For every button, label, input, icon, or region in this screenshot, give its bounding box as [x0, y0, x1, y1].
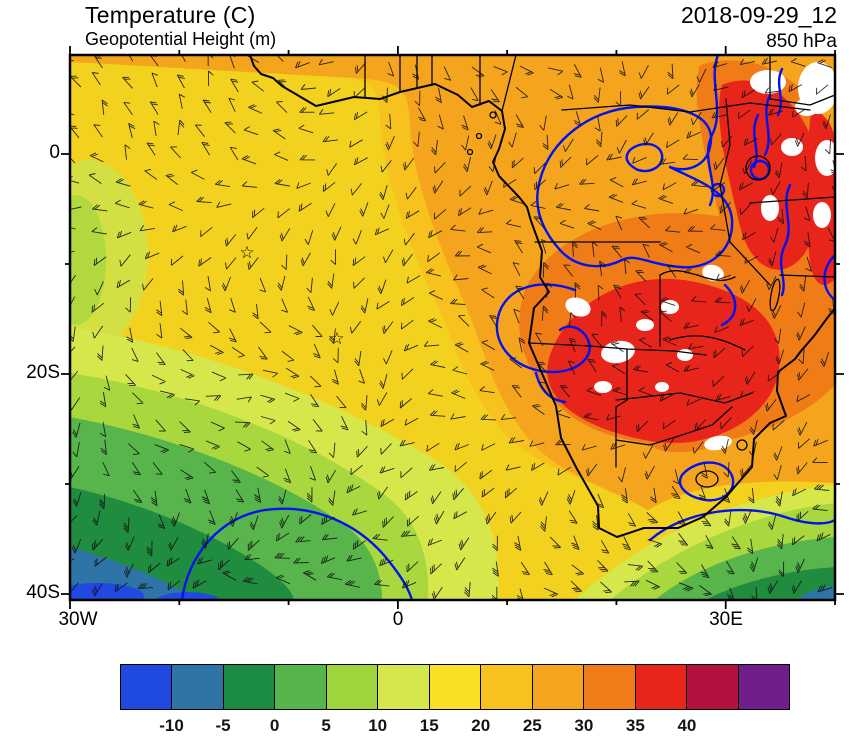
colorbar-box [583, 664, 636, 710]
colorbar-tick-label: 40 [677, 716, 697, 735]
colorbar-tick-label: 20 [471, 716, 491, 735]
colorbar-tick-label: 30 [574, 716, 594, 735]
x-axis-label-30e: 30E [709, 609, 743, 630]
colorbar-tick-label: 5 [321, 716, 331, 735]
y-axis-label-0: 0 [49, 142, 60, 163]
colorbar-box [634, 664, 688, 710]
station-markers: ☆ ☆ [239, 243, 344, 349]
x-axis-label-30w: 30W [58, 609, 98, 630]
chart-title: Temperature (C) [85, 2, 256, 28]
colorbar-boxes [120, 664, 791, 710]
weather-map-svg: ☆ ☆ [61, 46, 844, 609]
colorbar-tick-label: 0 [269, 716, 280, 735]
map-frame [68, 53, 837, 602]
colorbar-box [274, 664, 327, 710]
chart-subtitle: Geopotential Height (m) [85, 29, 277, 49]
pressure-level: 850 hPa [766, 31, 837, 52]
y-axis-label-40s: 40S [26, 582, 60, 603]
colorbar-box [686, 664, 739, 710]
valid-datetime: 2018-09-29_12 [680, 2, 837, 28]
colorbar-box [428, 664, 482, 710]
colorbar-box [377, 664, 430, 710]
colorbar-box [171, 664, 224, 710]
station-marker-star: ☆ [329, 329, 344, 349]
station-marker-star: ☆ [239, 243, 254, 263]
colorbar-tick-label: 35 [625, 716, 645, 735]
map-plot-area: ☆ ☆ [61, 46, 844, 609]
colorbar-tick-label: -10 [159, 716, 184, 735]
country-borders [364, 55, 835, 488]
coastlines [249, 55, 835, 538]
colorbar-box [737, 664, 791, 710]
colorbar-tick-label: 15 [419, 716, 439, 735]
colorbar-tick-label: -5 [215, 716, 231, 735]
colorbar-box [531, 664, 585, 710]
colorbar-box [120, 664, 173, 710]
colorbar-box [325, 664, 379, 710]
y-axis-label-20s: 20S [26, 362, 60, 383]
x-axis-label-0: 0 [392, 609, 404, 630]
colorbar-labels: -10 -5 0 5 10 15 20 25 30 35 40 [120, 716, 790, 740]
colorbar-tick-label: 10 [368, 716, 388, 735]
axis-ticks [61, 46, 844, 609]
wind-barbs [70, 55, 835, 600]
temperature-field [70, 55, 835, 600]
colorbar-tick-label: 25 [522, 716, 542, 735]
colorbar-box [222, 664, 276, 710]
colorbar-box [480, 664, 533, 710]
